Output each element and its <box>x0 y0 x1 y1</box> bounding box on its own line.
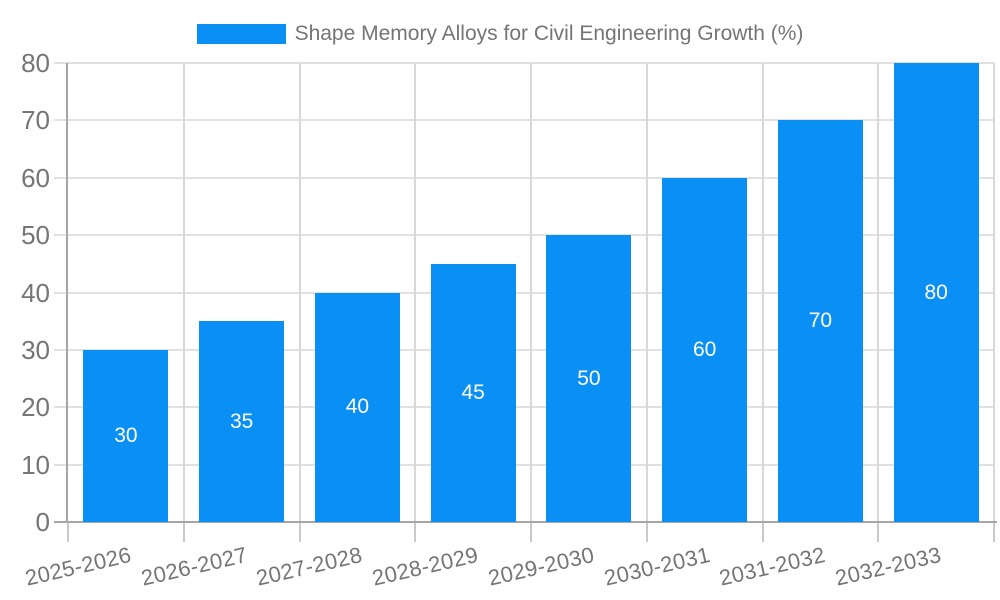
gridline-horizontal <box>54 291 994 294</box>
y-axis-line <box>66 63 68 522</box>
bar-value-label: 80 <box>924 280 948 304</box>
gridline-vertical <box>298 63 301 522</box>
gridline-horizontal <box>54 62 994 64</box>
bar[interactable]: 50 <box>546 235 632 522</box>
x-axis-tick <box>67 522 69 542</box>
gridline-horizontal <box>54 348 994 351</box>
y-axis-tick-label: 40 <box>21 277 50 308</box>
gridline-vertical <box>877 63 880 522</box>
x-axis-line <box>54 521 997 523</box>
y-axis-tick-label: 10 <box>21 449 50 480</box>
legend: Shape Memory Alloys for Civil Engineerin… <box>0 22 1000 46</box>
bar-value-label: 70 <box>808 309 833 333</box>
bar-value-label: 40 <box>345 395 370 419</box>
bar[interactable]: 80 <box>893 63 979 522</box>
bar-value-label: 45 <box>461 380 485 404</box>
legend-series-label: Shape Memory Alloys for Civil Engineerin… <box>294 22 804 45</box>
y-axis-tick-label: 20 <box>21 392 50 423</box>
bar-value-label: 60 <box>692 337 717 361</box>
y-axis-tick-label: 0 <box>35 507 50 537</box>
x-axis-tick <box>993 522 995 542</box>
gridline-horizontal <box>54 119 994 122</box>
gridline-vertical <box>993 63 995 522</box>
gridline-horizontal <box>54 234 994 237</box>
y-axis-tick-label: 80 <box>21 48 50 78</box>
gridline-horizontal <box>54 406 994 409</box>
gridline-horizontal <box>54 463 994 466</box>
y-axis-tick-label: 60 <box>21 162 50 193</box>
x-axis-tick <box>877 522 880 542</box>
bar-value-label: 35 <box>229 409 254 433</box>
x-axis-label: 2028-2029 <box>369 542 481 591</box>
x-axis-label: 2026-2027 <box>138 542 250 591</box>
x-axis-label: 2027-2028 <box>254 542 365 591</box>
bar[interactable]: 35 <box>199 321 285 522</box>
x-axis-label: 2025-2026 <box>22 542 134 591</box>
bar[interactable]: 60 <box>662 177 748 522</box>
x-axis-tick <box>761 522 764 542</box>
x-axis-label: 2032-2033 <box>832 542 944 591</box>
x-axis-label: 2030-2031 <box>601 542 713 591</box>
gridline-vertical <box>761 63 764 522</box>
gridline-vertical <box>414 63 417 522</box>
gridline-vertical <box>182 63 185 522</box>
x-axis-tick <box>298 522 301 542</box>
bar[interactable]: 40 <box>314 292 400 522</box>
y-axis-tick-label: 50 <box>21 220 50 251</box>
x-axis-tick <box>530 522 532 542</box>
x-axis-tick <box>645 522 648 542</box>
gridline-vertical <box>530 63 532 522</box>
x-axis-label: 2031-2032 <box>717 542 828 591</box>
x-axis-tick <box>414 522 417 542</box>
bar-value-label: 50 <box>577 366 601 390</box>
gridline-horizontal <box>54 176 994 179</box>
x-axis-tick <box>182 522 185 542</box>
x-axis-label: 2029-2030 <box>485 542 597 591</box>
legend-swatch <box>196 24 286 44</box>
bar[interactable]: 30 <box>83 349 169 522</box>
bar[interactable]: 70 <box>777 120 863 522</box>
gridline-vertical <box>645 63 648 522</box>
bar[interactable]: 45 <box>430 263 516 522</box>
y-axis-tick-label: 70 <box>21 105 50 136</box>
y-axis-tick-label: 30 <box>21 334 50 365</box>
bar-value-label: 30 <box>114 423 138 447</box>
